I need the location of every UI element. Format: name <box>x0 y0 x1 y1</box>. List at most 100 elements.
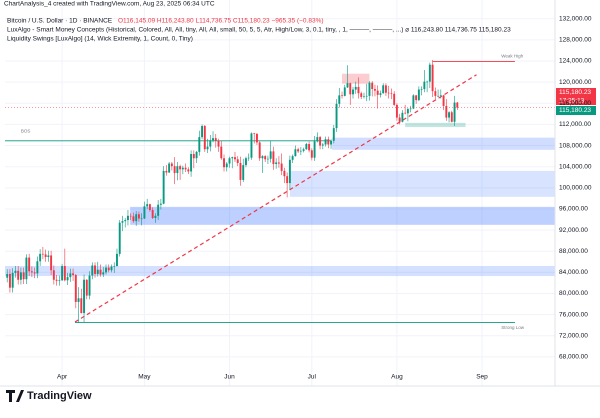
candle-body <box>349 83 352 95</box>
y-tick-label: 92,000.00 <box>559 227 588 234</box>
candle-body <box>220 146 223 159</box>
candle-body <box>404 112 407 114</box>
candle-body <box>107 267 110 271</box>
candle-body <box>269 151 272 159</box>
countdown-label: 17:25:13 <box>559 98 585 105</box>
candle-body <box>426 81 429 83</box>
candle-body <box>297 149 300 152</box>
candle-body <box>409 108 412 110</box>
candle-body <box>36 261 39 274</box>
candle-body <box>190 154 193 172</box>
candle-body <box>209 140 212 147</box>
candle-body <box>335 103 338 129</box>
logo-text: TradingView <box>27 390 92 402</box>
y-tick-label: 96,000.00 <box>559 206 588 213</box>
y-tick-label: 80,000.00 <box>559 290 588 297</box>
candle-body <box>63 266 66 281</box>
structure-line <box>74 74 477 323</box>
candle-body <box>80 298 83 314</box>
candle-body <box>280 163 283 171</box>
candle-body <box>258 142 261 159</box>
candle-body <box>393 93 396 105</box>
y-tick-label: 116,000.00 <box>559 100 591 107</box>
candle-body <box>412 95 415 109</box>
x-tick-label: Sep <box>476 374 488 381</box>
candle-body <box>324 139 327 145</box>
candle-body <box>423 81 426 90</box>
candle-body <box>11 272 14 288</box>
y-tick-label: 108,000.00 <box>559 142 592 149</box>
x-tick-label: Jul <box>308 374 317 381</box>
price-label: 115,180.23 <box>559 107 591 114</box>
candle-body <box>439 95 442 96</box>
price-label-box <box>556 88 596 97</box>
x-tick-label: Aug <box>391 374 403 381</box>
candle-body <box>294 149 297 157</box>
y-tick-label: 104,000.00 <box>559 163 592 170</box>
candle-body <box>313 141 316 158</box>
candle-body <box>132 216 135 222</box>
candle-body <box>456 102 459 108</box>
ohlc-header: O116,145.09 H116,243.80 L114,736.75 C115… <box>118 18 324 25</box>
annotation: BOS <box>21 128 31 133</box>
candle-body <box>143 206 146 219</box>
candle-body <box>8 273 11 288</box>
y-tick-label: 68,000.00 <box>559 354 588 361</box>
candle-body <box>203 126 206 150</box>
y-tick-label: 76,000.00 <box>559 311 588 318</box>
candle-body <box>181 167 184 170</box>
candle-body <box>61 266 64 281</box>
candle-body <box>74 275 77 302</box>
candle-body <box>255 133 258 143</box>
candle-body <box>360 93 363 97</box>
zone <box>130 206 555 225</box>
candle-body <box>110 266 113 271</box>
candle-body <box>299 150 302 152</box>
candle-body <box>157 204 160 216</box>
candle-body <box>310 150 313 158</box>
candle-body <box>234 157 236 160</box>
candle-body <box>250 133 253 158</box>
candle-body <box>151 210 154 218</box>
candle-body <box>121 221 124 223</box>
candle-body <box>264 156 267 160</box>
candle-body <box>198 137 201 152</box>
indicator-legend: LuxAlgo - Smart Money Concepts (Historic… <box>7 27 511 34</box>
candle-body <box>146 204 149 207</box>
y-tick-label: 120,000.00 <box>559 79 592 86</box>
candle-body <box>357 86 360 94</box>
x-tick-label: Apr <box>57 374 68 381</box>
candle-body <box>368 82 371 96</box>
candle-body <box>28 257 31 272</box>
candle-body <box>25 257 28 280</box>
candle-body <box>154 215 157 218</box>
candle-body <box>373 89 376 91</box>
candle-body <box>91 265 94 276</box>
candle-body <box>184 167 187 170</box>
candle-body <box>283 170 286 177</box>
candle-body <box>39 253 42 262</box>
plot-area: BOS Weak High Strong Low <box>5 53 555 330</box>
y-tick-label: 72,000.00 <box>559 332 588 339</box>
candle-body <box>239 162 242 180</box>
candle-body <box>445 105 448 118</box>
candle-body <box>72 273 75 276</box>
candle-body <box>332 128 335 141</box>
candle-body <box>55 279 58 281</box>
candle-body <box>159 203 162 205</box>
candle-body <box>247 157 250 159</box>
candle-body <box>192 154 195 159</box>
logo: TradingView <box>6 390 92 402</box>
candle-body <box>195 151 198 159</box>
candle-body <box>379 93 382 95</box>
candle-body <box>308 143 311 151</box>
candle-body <box>201 126 204 138</box>
annotation: Strong Low <box>501 325 525 330</box>
candle-body <box>406 109 409 114</box>
candle-body <box>354 86 357 90</box>
candle-body <box>431 64 434 92</box>
candle-body <box>365 95 368 97</box>
y-tick-label: 88,000.00 <box>559 248 588 255</box>
symbol: Bitcoin / U.S. Dollar · 1D · BINANCE <box>7 18 113 25</box>
candle-body <box>225 163 228 168</box>
